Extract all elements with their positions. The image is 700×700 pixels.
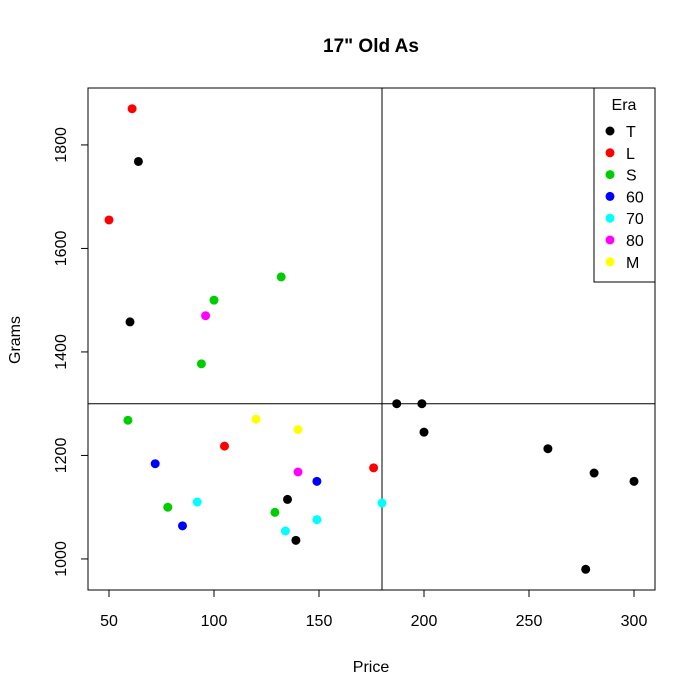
data-point-era-S xyxy=(196,359,206,369)
legend-label: 60 xyxy=(626,189,644,206)
x-axis-label: Price xyxy=(353,659,390,676)
data-point-era-T xyxy=(419,427,429,437)
x-tick-label: 150 xyxy=(306,613,333,630)
data-point-era-60 xyxy=(312,476,322,486)
data-point-era-T xyxy=(291,535,301,545)
x-axis: 50 100 150 200 250 300 xyxy=(100,589,648,630)
data-point-era-L xyxy=(104,215,114,225)
y-tick-label: 1000 xyxy=(53,541,70,577)
data-point-era-S xyxy=(209,295,219,305)
reference-lines xyxy=(88,88,655,590)
x-tick-label: 300 xyxy=(621,613,648,630)
x-tick-label: 100 xyxy=(201,613,228,630)
data-point-era-T xyxy=(133,156,143,166)
data-point-era-T xyxy=(629,476,639,486)
data-point-era-L xyxy=(220,441,229,451)
data-point-era-S xyxy=(270,507,280,517)
legend-marker xyxy=(605,213,615,223)
legend-label: S xyxy=(626,168,637,185)
legend-label: 80 xyxy=(626,233,644,250)
data-point-era-M xyxy=(251,414,261,424)
legend-marker xyxy=(605,235,615,245)
y-axis: 1000 1200 1400 1600 1800 xyxy=(53,127,89,577)
legend-label: M xyxy=(626,255,639,272)
y-axis-label: Grams xyxy=(7,316,24,364)
x-tick-label: 250 xyxy=(516,613,543,630)
data-point-era-70 xyxy=(280,526,290,536)
data-point-era-70 xyxy=(192,497,202,507)
data-point-era-T xyxy=(392,399,402,409)
y-tick-label: 1200 xyxy=(53,438,70,474)
data-point-era-T xyxy=(283,494,292,504)
data-point-era-S xyxy=(163,502,173,512)
data-point-era-70 xyxy=(377,498,387,508)
data-point-era-T xyxy=(125,317,135,327)
legend-marker xyxy=(605,126,615,136)
data-point-era-80 xyxy=(293,467,303,477)
legend-marker xyxy=(605,257,615,267)
data-point-era-S xyxy=(276,272,286,282)
chart-title: 17" Old As xyxy=(323,36,419,57)
data-point-era-M xyxy=(293,425,303,435)
data-point-era-60 xyxy=(178,521,187,531)
legend-items: TLS 60 70 80 M xyxy=(605,124,644,272)
data-point-era-T xyxy=(543,444,553,454)
data-point-era-L xyxy=(127,104,137,114)
plot-frame xyxy=(87,87,656,591)
y-tick-label: 1800 xyxy=(53,127,70,163)
legend-label: L xyxy=(626,146,635,163)
legend-marker xyxy=(605,148,615,158)
data-point-era-L xyxy=(369,463,379,473)
data-point-era-T xyxy=(589,468,599,478)
legend-title: Era xyxy=(612,97,637,114)
x-tick-label: 200 xyxy=(411,613,438,630)
legend-label: 70 xyxy=(626,211,644,228)
data-point-era-S xyxy=(123,415,133,425)
legend-marker xyxy=(605,191,615,201)
y-tick-label: 1400 xyxy=(53,334,70,370)
legend-marker xyxy=(605,170,615,180)
data-points xyxy=(104,104,639,574)
legend-box xyxy=(593,87,656,283)
data-point-era-T xyxy=(581,564,591,574)
data-point-era-60 xyxy=(150,459,160,469)
legend-label: T xyxy=(626,124,636,141)
data-point-era-70 xyxy=(312,515,322,525)
legend: Era TLS 60 70 80 M xyxy=(593,87,656,283)
y-tick-label: 1600 xyxy=(53,231,70,267)
data-point-era-T xyxy=(417,399,427,409)
data-point-era-80 xyxy=(201,311,211,321)
x-tick-label: 50 xyxy=(100,613,118,630)
